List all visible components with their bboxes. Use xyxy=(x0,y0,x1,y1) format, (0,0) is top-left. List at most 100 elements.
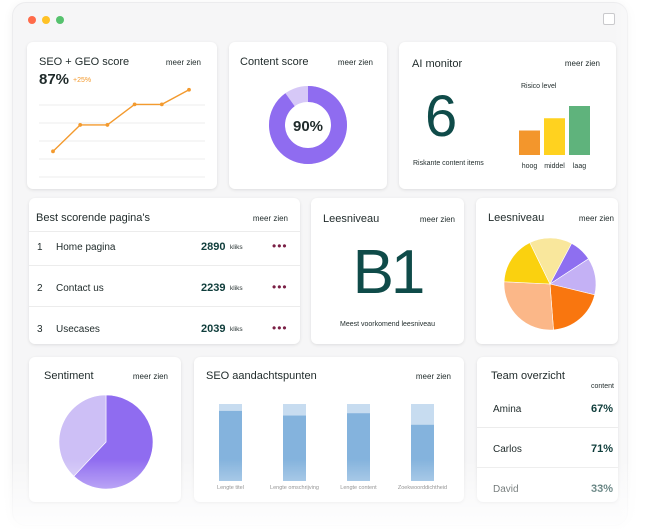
team-row[interactable]: Amina 67% xyxy=(477,401,618,423)
card-title: Best scorende pagina's xyxy=(36,212,151,224)
card-title: AI monitor xyxy=(412,58,463,70)
risk-bar-laag xyxy=(569,106,590,155)
card-title: Content score xyxy=(240,56,309,68)
more-options-icon[interactable]: ••• xyxy=(272,239,288,253)
seo-bar-label: Lengte content xyxy=(340,485,377,491)
row-page-name[interactable]: Home pagina xyxy=(56,242,116,253)
meer-zien-link[interactable]: meer zien xyxy=(419,215,455,224)
seo-score-delta: +25% xyxy=(73,77,92,84)
card-title: Leesniveau xyxy=(488,212,545,224)
row-divider xyxy=(29,265,300,266)
card-title: Leesniveau xyxy=(323,213,380,225)
content-score-donut xyxy=(269,86,347,164)
meer-zien-link[interactable]: meer zien xyxy=(578,214,614,223)
reading-slice-3 xyxy=(503,281,554,331)
row-rank: 3 xyxy=(37,324,43,335)
team-row[interactable]: David 33% xyxy=(477,481,618,502)
meer-zien-link[interactable]: meer zien xyxy=(337,58,373,67)
seo-bar-label: Lengte titel xyxy=(217,485,244,491)
risk-bar-label: laag xyxy=(573,163,586,170)
card-title: Sentiment xyxy=(44,370,94,382)
reading-level-value: B1 xyxy=(352,238,426,307)
meer-zien-link[interactable]: meer zien xyxy=(165,58,201,67)
row-page-name[interactable]: Contact us xyxy=(56,283,104,294)
seo-point-2 xyxy=(105,123,110,127)
maximize-window-icon[interactable] xyxy=(56,16,64,24)
more-options-icon[interactable]: ••• xyxy=(272,321,288,335)
header-divider xyxy=(29,231,300,232)
row-divider xyxy=(477,467,618,468)
minimize-window-icon[interactable] xyxy=(42,16,50,24)
reading-level-pie xyxy=(503,237,597,331)
reading-level-caption: Meest voorkomend leesniveau xyxy=(340,321,435,328)
risk-bar-chart: hoog middel laag xyxy=(519,106,590,170)
row-rank: 1 xyxy=(37,242,43,253)
content-score-value: 90% xyxy=(292,118,324,135)
seo-point-3 xyxy=(132,102,137,107)
team-member-name: Amina xyxy=(493,404,522,415)
reading-pie-card: Leesniveau meer zien xyxy=(476,198,618,344)
team-column-header: content xyxy=(591,383,614,390)
seo-bar-3 xyxy=(411,424,434,481)
team-row[interactable]: Carlos 71% xyxy=(477,441,618,463)
seo-bar-2 xyxy=(347,413,370,481)
row-clicks: 2239 xyxy=(201,282,226,294)
team-member-score: 33% xyxy=(590,483,613,495)
reading-slice-4 xyxy=(503,242,551,285)
risk-bar-label: hoog xyxy=(522,163,538,170)
seo-series-line xyxy=(52,89,190,152)
team-member-score: 71% xyxy=(590,443,613,455)
table-row[interactable]: 2 Contact us 2239 kliks ••• xyxy=(29,278,300,302)
reading-level-card: Leesniveau meer zien B1 Meest voorkomend… xyxy=(311,198,464,344)
best-pages-card: Best scorende pagina's meer zien 1 Home p… xyxy=(29,198,300,344)
seo-points-bar-chart: Lengte titel Lengte omschrijving Lengte co… xyxy=(217,404,447,491)
row-clicks: 2890 xyxy=(201,241,226,253)
seo-point-0 xyxy=(51,149,55,154)
risk-count: 6 xyxy=(425,84,458,149)
seo-score-value: 87% xyxy=(39,71,70,88)
content-score-card: Content score meer zien 90% xyxy=(229,42,387,189)
card-title: SEO aandachtspunten xyxy=(206,370,317,382)
risk-bar-hoog xyxy=(519,130,540,155)
seo-line-chart xyxy=(39,87,205,178)
risk-bar-middel xyxy=(544,118,565,155)
ai-monitor-card: AI monitor meer zien 6 Riskante content … xyxy=(399,42,616,189)
window-square-icon[interactable] xyxy=(603,13,615,25)
reading-slice-5 xyxy=(529,237,573,285)
risk-caption: Riskante content items xyxy=(413,160,484,167)
meer-zien-link[interactable]: meer zien xyxy=(415,372,451,381)
table-row[interactable]: 3 Usecases 2039 kliks ••• xyxy=(29,319,300,343)
row-divider xyxy=(477,427,618,428)
row-rank: 2 xyxy=(37,283,43,294)
more-options-icon[interactable]: ••• xyxy=(272,280,288,294)
meer-zien-link[interactable]: meer zien xyxy=(252,214,288,223)
sentiment-pie xyxy=(58,394,154,490)
seo-point-4 xyxy=(159,102,164,107)
team-member-name: David xyxy=(493,484,519,495)
row-page-name[interactable]: Usecases xyxy=(56,324,100,335)
team-member-name: Carlos xyxy=(493,444,522,455)
risk-level-title: Risico level xyxy=(521,83,557,90)
team-member-score: 67% xyxy=(590,403,613,415)
seo-points-card: SEO aandachtspunten meer zien Lengte tit… xyxy=(194,357,464,502)
reading-slice-2 xyxy=(549,283,596,331)
seo-point-5 xyxy=(187,87,191,92)
seo-bar-label: Lengte omschrijving xyxy=(270,485,319,491)
card-title: Team overzicht xyxy=(491,370,565,382)
seo-point-1 xyxy=(78,123,83,127)
meer-zien-link[interactable]: meer zien xyxy=(132,372,168,381)
content-donut-arc xyxy=(269,86,347,164)
row-clicks-unit: kliks xyxy=(230,285,243,292)
row-clicks: 2039 xyxy=(201,323,226,335)
meer-zien-link[interactable]: meer zien xyxy=(564,59,600,68)
seo-bar-label: Zoekwoorddichtheid xyxy=(398,485,447,491)
seo-geo-card: SEO + GEO score meer zien 87% +25% xyxy=(27,42,217,189)
seo-bar-0 xyxy=(219,410,242,481)
team-card: Team overzicht content Amina 67% Carlos 71%… xyxy=(477,357,618,502)
close-window-icon[interactable] xyxy=(28,16,36,24)
sentiment-card: Sentiment meer zien xyxy=(29,357,181,502)
table-row[interactable]: 1 Home pagina 2890 kliks ••• xyxy=(29,237,300,261)
risk-bar-label: middel xyxy=(544,163,565,170)
row-divider xyxy=(29,306,300,307)
row-clicks-unit: kliks xyxy=(230,326,243,333)
